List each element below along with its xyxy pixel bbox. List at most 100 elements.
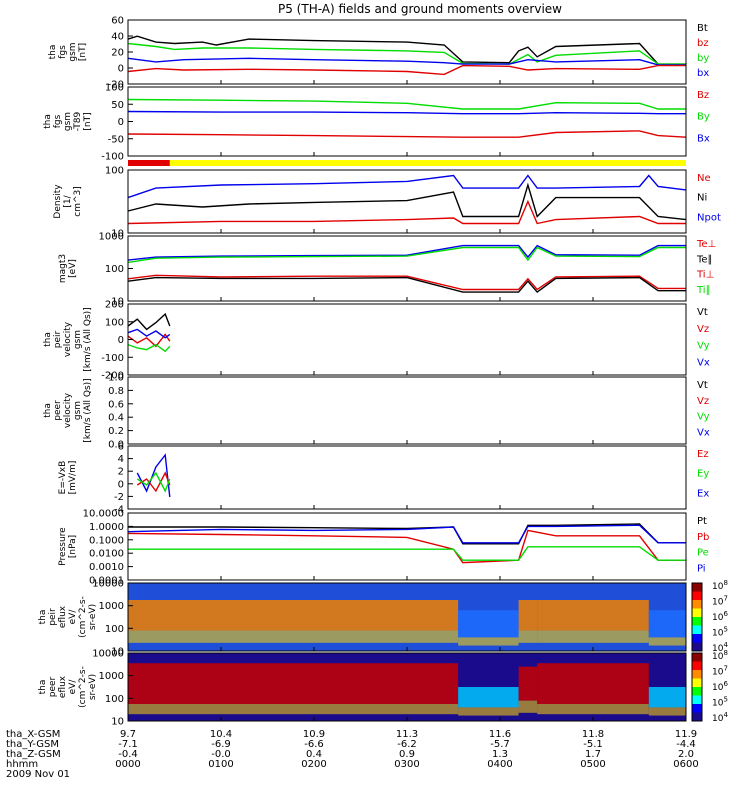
y-axis-label-line: cm^3] (73, 186, 83, 217)
panel-5: Vt Vz Vy Vx 1.0 0.8 0.6 0.4 0.2 0.0 tha peer velocit… (43, 373, 710, 451)
series-line-1 (127, 182, 687, 221)
panel-7: Pt Pb Pe Pi 10.0000 1.0000 0.1000 0.0100 0.0010 0… (58, 509, 709, 587)
y-axis-label-line: eV/ (68, 609, 78, 625)
colorbar-step-7 (692, 712, 702, 722)
y-tick-label: -100 (101, 152, 124, 163)
legend-item: Pb (697, 532, 709, 543)
y-axis-label-line: peir (48, 608, 58, 626)
series-line-1 (127, 42, 686, 65)
colorbar-step-6 (692, 634, 702, 643)
series-line-3 (128, 546, 686, 561)
y-axis-label-line: magt3 (58, 254, 68, 283)
y-tick-label: 100 (105, 694, 124, 705)
y-axis-label-line: gsm (63, 112, 73, 131)
y-tick-label: -50 (108, 134, 124, 145)
x-tick-label: 0400 (487, 759, 512, 770)
y-axis-label-line: velocity (63, 321, 73, 357)
y-axis-label-line: [km/s (All Qs)] (83, 307, 93, 371)
y-tick-label: 10 (111, 229, 124, 240)
figure-title: P5 (TH-A) fields and ground moments over… (278, 2, 562, 16)
y-axis-label-line: gsm (73, 401, 83, 420)
panel-4: Vt Vz Vy Vx 200 100 0 -100 -200 tha peir velocity gs… (43, 300, 710, 382)
y-axis-label-line: -T89 (73, 112, 83, 132)
x-tick-label: 10.4 (210, 729, 232, 740)
colorbar-frame (691, 582, 703, 652)
x-tick-label: 0600 (673, 759, 698, 770)
y-axis-label-line: (cm^2-s- (78, 596, 88, 638)
y-tick-label: -200 (101, 371, 124, 382)
spectrogram-edge-1 (458, 637, 519, 646)
x-tick-label: -4.4 (676, 739, 696, 750)
y-tick-label: 60 (111, 16, 124, 27)
legend-item: Pe (697, 548, 709, 559)
y-tick-label: 1.0 (108, 373, 124, 384)
y-tick-label: 0.1000 (89, 535, 124, 546)
panel-frame (127, 445, 687, 510)
y-tick-label: 100 (105, 317, 124, 328)
status-bar-yellow (169, 160, 687, 166)
legend-item: Ey (697, 469, 709, 480)
y-tick-label: 100 (105, 624, 124, 635)
x-tick-label: 11.9 (675, 729, 697, 740)
series-line-0 (127, 244, 686, 261)
y-tick-label: -20 (108, 80, 124, 91)
series-line-1 (136, 471, 171, 493)
series-line-0 (136, 453, 171, 498)
y-axis-label-line: peir (53, 330, 63, 348)
y-tick-label: 100 (105, 166, 124, 177)
y-axis-label-line: sr-eV) (88, 604, 98, 630)
y-tick-label: 10000 (92, 649, 124, 660)
colorbar-label: 106 (712, 610, 728, 623)
panel-3: Te⊥ Te∥ Ti⊥ Ti∥ 1000 100 10 magt3 [eV] (58, 232, 716, 308)
x-tick-label: 0.4 (306, 749, 322, 760)
y-tick-label: 1000 (99, 232, 124, 243)
colorbar-step-2 (692, 600, 702, 609)
colorbar-label: 107 (712, 665, 728, 678)
panel-1: Bz By Bx 100 50 0 -50 -100 tha fgs gsm -T89 [nT] (43, 83, 710, 163)
legend-item: Bz (697, 90, 709, 101)
colorbar-frame (691, 652, 703, 722)
colorbar-step-4 (692, 687, 702, 696)
spectrogram-edge-3 (537, 704, 649, 715)
y-tick-label: 0 (118, 335, 124, 346)
legend-item: Bx (697, 133, 710, 144)
y-tick-label: 1000 (99, 671, 124, 682)
y-tick-label: 0 (118, 64, 124, 75)
x-tick-label: 2.0 (678, 749, 694, 760)
legend-item: Pi (697, 563, 706, 574)
y-axis-label-line: tha (43, 332, 53, 347)
series-line-2 (127, 343, 171, 353)
legend-item: Vz (697, 324, 709, 335)
legend-item: Vz (697, 396, 709, 407)
y-axis-label-line: E=-VxB (58, 461, 68, 495)
x-axis-row-label: tha_Y-GSM (6, 739, 59, 750)
y-tick-label: 0.4 (108, 413, 124, 424)
y-axis-label: E=-VxB [mV/m] (58, 461, 78, 495)
y-axis-label-line: [1/ (63, 194, 73, 207)
y-tick-label: 10000 (92, 579, 124, 590)
y-tick-label: 1000 (99, 601, 124, 612)
series-line-1 (127, 110, 686, 115)
y-tick-label: 0 (118, 117, 124, 128)
y-axis-label-line: [nT] (83, 112, 93, 130)
y-axis-label-line: velocity (63, 392, 73, 428)
series-line-2 (127, 57, 686, 66)
legend: Ne Ni Npot (697, 173, 721, 223)
y-axis-label-line: (cm^2-s- (78, 666, 88, 708)
legend-item: Ni (697, 193, 707, 204)
y-tick-label: 0 (118, 479, 124, 490)
y-tick-label: 0.0010 (89, 562, 124, 573)
colorbar-label: 105 (712, 626, 728, 639)
colorbar-step-3 (692, 678, 702, 688)
colorbar-label: 105 (712, 696, 728, 709)
y-axis-label: tha peer velocity gsm [km/s (All Qs)] (43, 378, 93, 442)
panel-frame (127, 235, 687, 302)
x-tick-label: 1.7 (585, 749, 601, 760)
spectrogram-segment-2 (518, 600, 538, 631)
x-tick-label: 1.3 (492, 749, 508, 760)
spectrogram-segment-1 (458, 610, 519, 638)
